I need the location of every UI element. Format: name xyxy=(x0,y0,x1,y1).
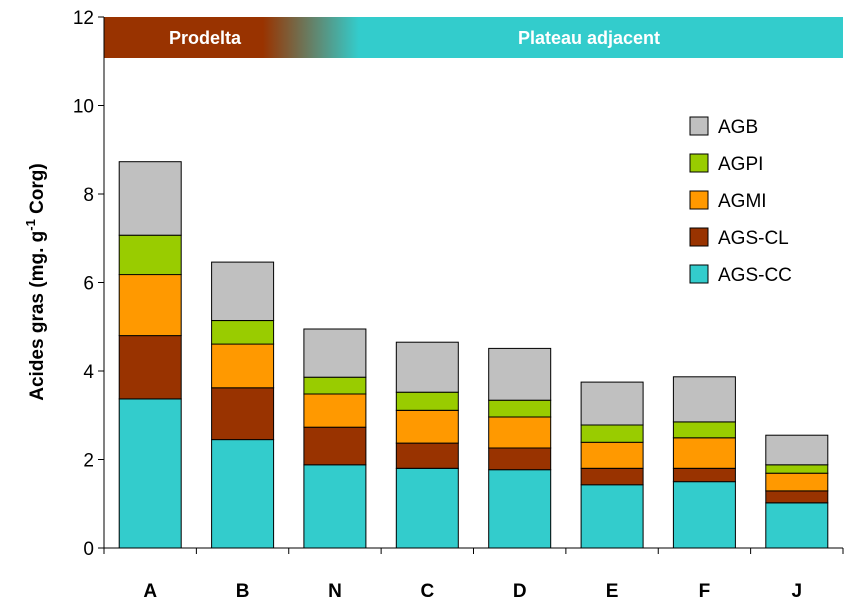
legend-swatch-agmi xyxy=(689,190,709,210)
bar-ags-cc-d xyxy=(488,469,552,549)
x-tick-label: F xyxy=(699,581,711,601)
bar-ags-cc-c xyxy=(395,467,459,549)
bars-group xyxy=(118,161,829,549)
bar-ags-cc-a xyxy=(118,398,182,549)
x-tick-label: J xyxy=(792,581,803,601)
legend-swatch-agpi xyxy=(689,153,709,173)
band-label-plateau: Plateau adjacent xyxy=(518,28,660,48)
y-tick-label: 12 xyxy=(73,8,94,29)
bar-agpi-c xyxy=(395,391,459,411)
bar-agmi-f xyxy=(672,437,736,469)
band-label-prodelta: Prodelta xyxy=(169,28,242,48)
x-tick-label: C xyxy=(420,581,434,601)
bar-agmi-c xyxy=(395,409,459,444)
y-tick-label: 0 xyxy=(83,539,94,560)
bar-ags-cl-j xyxy=(765,490,829,504)
y-tick-label: 2 xyxy=(83,451,94,472)
y-ticks-group: 0 2 4 6 8 10 12 xyxy=(73,8,104,560)
legend-label-agb: AGB xyxy=(718,117,758,138)
bar-agb-a xyxy=(118,161,182,236)
bar-ags-cc-b xyxy=(211,439,275,549)
y-tick-label: 10 xyxy=(73,97,94,118)
bar-ags-cc-j xyxy=(765,502,829,549)
y-axis-label: Acides gras (mg. g-1 Corg) xyxy=(23,163,48,401)
bar-ags-cc-f xyxy=(672,481,736,549)
bar-agb-b xyxy=(211,261,275,322)
bar-agpi-d xyxy=(488,399,552,418)
bar-agpi-e xyxy=(580,424,644,443)
bar-agb-d xyxy=(488,347,552,401)
bar-ags-cl-a xyxy=(118,335,182,400)
bar-agpi-j xyxy=(765,464,829,474)
bar-agpi-a xyxy=(118,234,182,276)
bar-agb-f xyxy=(672,376,736,423)
bar-agmi-j xyxy=(765,472,829,492)
x-tick-label: E xyxy=(606,581,619,601)
bar-ags-cl-d xyxy=(488,447,552,471)
bar-agpi-b xyxy=(211,320,275,345)
bar-agmi-a xyxy=(118,274,182,337)
legend-swatch-ags-cc xyxy=(689,264,709,284)
x-tick-label: B xyxy=(236,581,250,601)
legend-label-ags-cc: AGS-CC xyxy=(718,265,792,286)
x-tick-label: A xyxy=(143,581,157,601)
bar-ags-cl-n xyxy=(303,426,367,466)
y-tick-label: 8 xyxy=(83,185,94,206)
bar-agb-e xyxy=(580,381,644,426)
bar-agb-j xyxy=(765,434,829,466)
bar-agb-c xyxy=(395,341,459,393)
bar-ags-cl-f xyxy=(672,467,736,483)
bar-ags-cl-e xyxy=(580,467,644,486)
bar-agb-n xyxy=(303,328,367,378)
x-tick-label: N xyxy=(328,581,342,601)
bar-agmi-d xyxy=(488,416,552,449)
bar-agpi-f xyxy=(672,421,736,439)
bar-agpi-n xyxy=(303,376,367,395)
bar-ags-cc-n xyxy=(303,464,367,549)
legend-label-ags-cl: AGS-CL xyxy=(718,228,789,249)
x-tick-label: D xyxy=(513,581,527,601)
region-band xyxy=(104,17,843,58)
bar-agmi-e xyxy=(580,441,644,469)
legend-swatch-agb xyxy=(689,116,709,136)
y-tick-label: 6 xyxy=(83,274,94,295)
legend-label-agpi: AGPI xyxy=(718,154,763,175)
legend-swatch-ags-cl xyxy=(689,227,709,247)
legend-label-agmi: AGMI xyxy=(718,191,767,212)
y-tick-label: 4 xyxy=(83,362,94,383)
bar-ags-cl-b xyxy=(211,387,275,441)
bar-agmi-b xyxy=(211,343,275,389)
legend: AGB AGPI AGMI AGS-CL AGS-CC xyxy=(689,116,792,286)
bar-ags-cc-e xyxy=(580,484,644,549)
bar-agmi-n xyxy=(303,393,367,428)
bar-ags-cl-c xyxy=(395,442,459,469)
